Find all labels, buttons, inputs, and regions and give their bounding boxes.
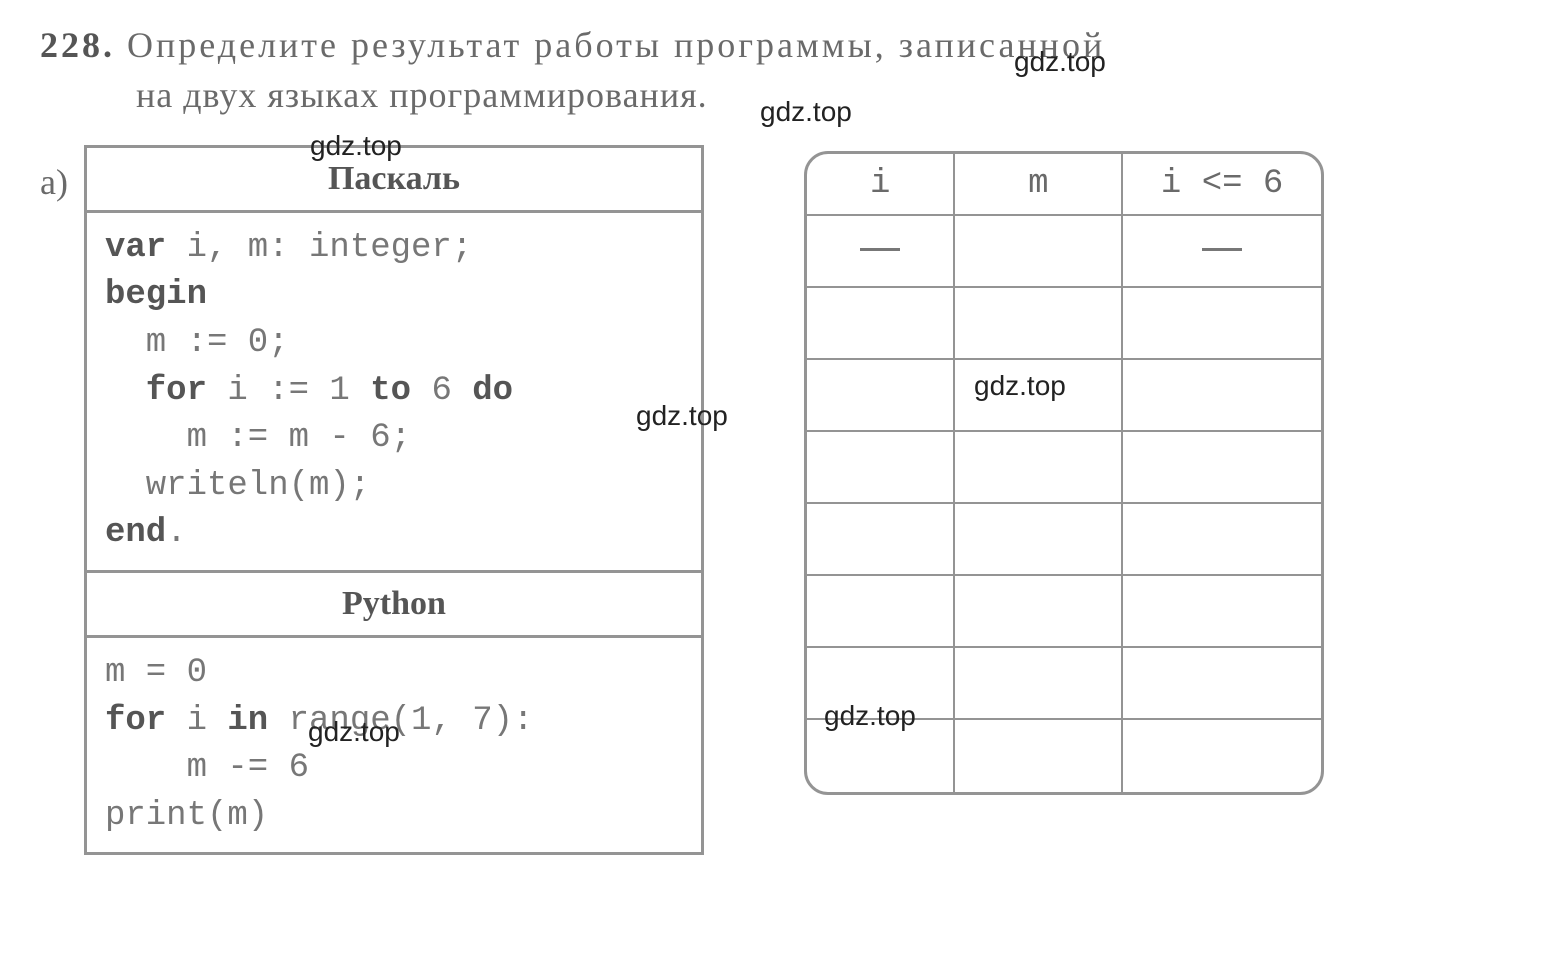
trace-cell [955,648,1123,720]
trace-cell [955,504,1123,576]
table-row [807,576,1321,648]
trace-cell [955,216,1123,288]
trace-cell [807,432,955,504]
section-a-label: а) [40,161,68,203]
trace-cell [1123,288,1321,360]
trace-table: i m i <= 6 [804,151,1324,795]
trace-cell [807,648,955,720]
trace-cell [1123,432,1321,504]
dash-icon [860,248,900,251]
trace-cell [1123,504,1321,576]
table-row [807,504,1321,576]
trace-cell [955,360,1123,432]
trace-cell [807,216,955,288]
trace-cell [955,720,1123,792]
table-row [807,432,1321,504]
trace-cell [1123,216,1321,288]
table-row [807,360,1321,432]
problem-text-2: на двух языках программирования. [40,75,708,115]
pascal-code: var i, m: integer;begin m := 0; for i :=… [85,211,702,571]
trace-cell [1123,720,1321,792]
trace-col-cond: i <= 6 [1123,154,1321,216]
trace-cell [1123,576,1321,648]
trace-cell [807,360,955,432]
trace-col-m: m [955,154,1123,216]
trace-cell [955,432,1123,504]
problem-text-1: Определите результат работы программы, з… [127,25,1105,65]
trace-cell [807,576,955,648]
code-listing-table: Паскаль var i, m: integer;begin m := 0; … [84,145,704,856]
trace-cell [955,288,1123,360]
table-row [807,648,1321,720]
table-row [807,288,1321,360]
content-row: а) Паскаль var i, m: integer;begin m := … [40,145,1514,856]
trace-cell [807,504,955,576]
left-column: а) Паскаль var i, m: integer;begin m := … [40,145,704,856]
dash-icon [1202,248,1242,251]
problem-number: 228. [40,25,115,65]
trace-cell [955,576,1123,648]
trace-cell [1123,360,1321,432]
table-row [807,216,1321,288]
pascal-header: Паскаль [85,146,702,211]
trace-cell [1123,648,1321,720]
problem-statement: 228. Определите результат работы програм… [40,20,1514,121]
trace-cell [807,288,955,360]
trace-header-row: i m i <= 6 [807,154,1321,216]
trace-cell [807,720,955,792]
python-header: Python [85,571,702,636]
python-code: m = 0for i in range(1, 7): m -= 6print(m… [85,636,702,853]
trace-col-i: i [807,154,955,216]
table-row [807,720,1321,792]
